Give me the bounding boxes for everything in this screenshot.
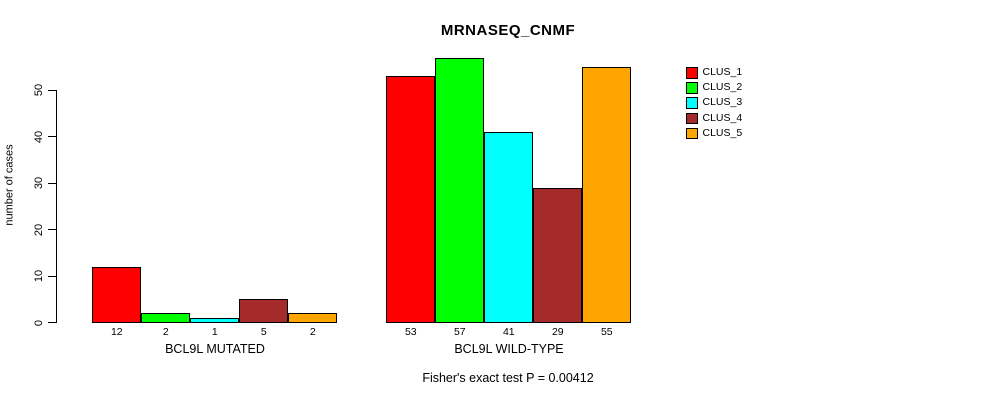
y-axis-line	[56, 90, 57, 323]
y-axis-label: number of cases	[3, 144, 16, 226]
x-axis-group-label-wild-type: BCL9L WILD-TYPE	[454, 342, 564, 356]
bar-value-label: 12	[110, 326, 123, 338]
bar-clus_5-group1	[582, 67, 632, 323]
bar-clus_5-group0	[288, 313, 338, 323]
y-axis-tick-label: 40	[33, 130, 45, 143]
bar-value-label: 1	[211, 326, 218, 338]
x-axis-group-label-mutated: BCL9L MUTATED	[165, 342, 265, 356]
legend-label: CLUS_5	[702, 126, 743, 139]
y-axis-tick-label: 10	[33, 270, 45, 283]
legend-swatch-clus_5	[686, 127, 698, 140]
bar-clus_2-group0	[141, 313, 191, 323]
y-axis-tick	[48, 182, 56, 184]
bar-value-label: 55	[600, 326, 613, 338]
bar-clus_4-group0	[239, 299, 289, 323]
y-axis-tick-label: 20	[33, 223, 45, 236]
bar-value-label: 57	[453, 326, 466, 338]
bar-clus_3-group1	[484, 132, 534, 323]
bar-value-label: 2	[162, 326, 169, 338]
bar-value-label: 29	[551, 326, 564, 338]
bar-clus_4-group1	[533, 187, 583, 323]
legend-label: CLUS_2	[702, 81, 743, 94]
y-axis-tick	[48, 136, 56, 138]
legend-label: CLUS_1	[702, 66, 743, 78]
y-axis-tick-label: 50	[33, 84, 45, 97]
legend-swatch-clus_3	[686, 97, 698, 109]
bar-clus_3-group0	[190, 318, 240, 323]
y-axis-tick-label: 0	[33, 319, 45, 326]
chart-title: MRNASEQ_CNMF	[440, 22, 576, 39]
fisher-test-footnote: Fisher's exact test P = 0.00412	[422, 371, 594, 385]
bar-value-label: 2	[309, 326, 316, 338]
y-axis-tick	[48, 322, 56, 324]
bar-clus_2-group1	[435, 57, 485, 323]
y-axis-tick	[48, 275, 56, 277]
bar-value-label: 41	[502, 326, 515, 338]
legend-label: CLUS_4	[702, 111, 743, 124]
bar-value-label: 5	[260, 326, 267, 338]
legend-swatch-clus_2	[686, 82, 698, 94]
y-axis-tick	[48, 229, 56, 231]
y-axis-tick-label: 30	[33, 177, 45, 190]
legend-label: CLUS_3	[702, 96, 743, 109]
bar-value-label: 53	[404, 326, 417, 338]
legend-swatch-clus_4	[686, 112, 698, 125]
bar-clus_1-group0	[92, 266, 142, 323]
bar-clus_1-group1	[386, 76, 436, 323]
y-axis-tick	[48, 89, 56, 91]
legend-swatch-clus_1	[686, 67, 698, 79]
